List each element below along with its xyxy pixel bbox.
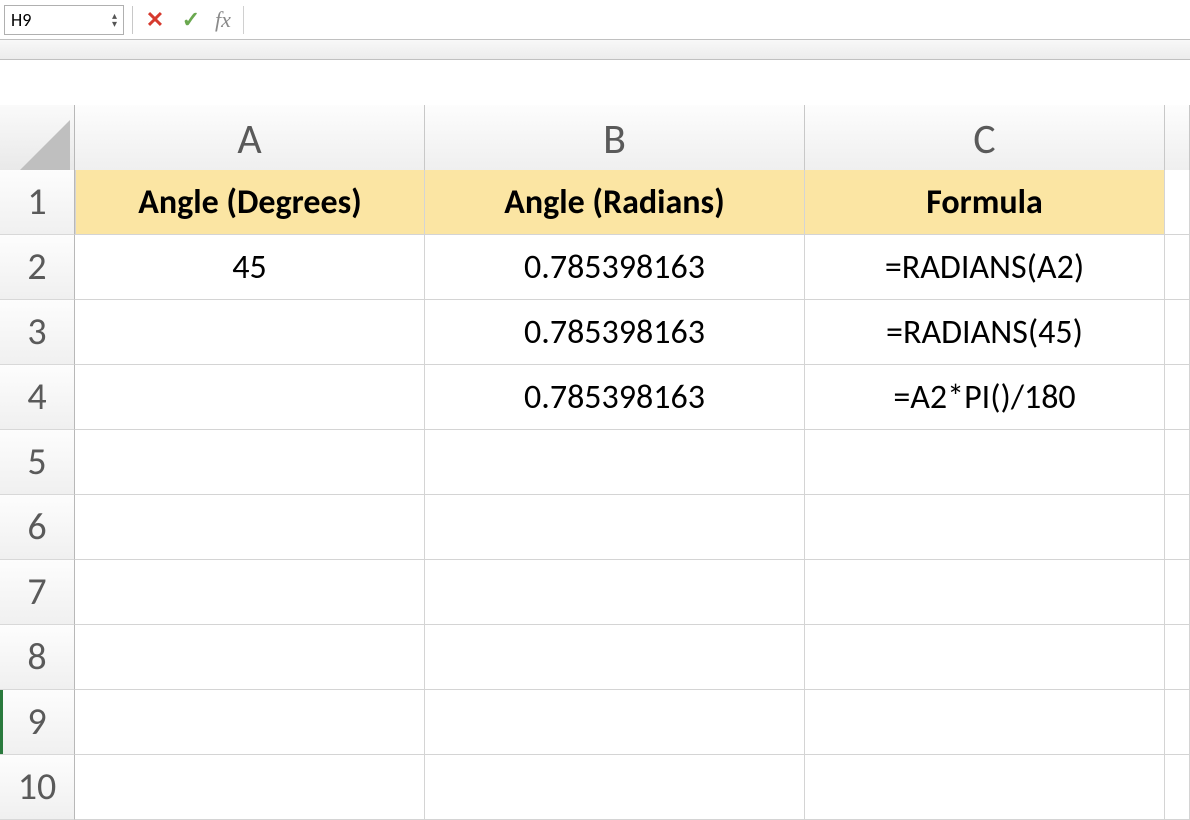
cell-B1[interactable]: Angle (Radians) bbox=[425, 170, 805, 235]
cell-C7[interactable] bbox=[805, 560, 1165, 625]
cell-D10[interactable] bbox=[1165, 755, 1190, 820]
cell-D7[interactable] bbox=[1165, 560, 1190, 625]
cell-A1[interactable]: Angle (Degrees) bbox=[75, 170, 425, 235]
cell-A7[interactable] bbox=[75, 560, 425, 625]
column-header-A[interactable]: A bbox=[75, 105, 425, 175]
row-header-6[interactable]: 6 bbox=[0, 495, 75, 560]
divider bbox=[132, 6, 133, 34]
name-box-value: H9 bbox=[11, 9, 31, 31]
row-header-4[interactable]: 4 bbox=[0, 365, 75, 430]
cell-D6[interactable] bbox=[1165, 495, 1190, 560]
cell-B8[interactable] bbox=[425, 625, 805, 690]
cell-A2[interactable]: 45 bbox=[75, 235, 425, 300]
cell-C1[interactable]: Formula bbox=[805, 170, 1165, 235]
name-box-stepper[interactable]: ▴ ▾ bbox=[112, 12, 117, 28]
cell-C3[interactable]: =RADIANS(45) bbox=[805, 300, 1165, 365]
cell-A6[interactable] bbox=[75, 495, 425, 560]
row-header-9[interactable]: 9 bbox=[0, 690, 75, 755]
cell-B10[interactable] bbox=[425, 755, 805, 820]
cell-A3[interactable] bbox=[75, 300, 425, 365]
formula-input[interactable] bbox=[243, 6, 1186, 34]
column-header-C[interactable]: C bbox=[805, 105, 1165, 175]
cell-B7[interactable] bbox=[425, 560, 805, 625]
cell-B9[interactable] bbox=[425, 690, 805, 755]
cell-B5[interactable] bbox=[425, 430, 805, 495]
cell-A9[interactable] bbox=[75, 690, 425, 755]
cell-D5[interactable] bbox=[1165, 430, 1190, 495]
cell-A8[interactable] bbox=[75, 625, 425, 690]
cell-B3[interactable]: 0.785398163 bbox=[425, 300, 805, 365]
cell-C4[interactable]: =A2*PI()/180 bbox=[805, 365, 1165, 430]
cell-A5[interactable] bbox=[75, 430, 425, 495]
cell-A4[interactable] bbox=[75, 365, 425, 430]
accept-icon[interactable]: ✓ bbox=[177, 6, 205, 34]
cell-D3[interactable] bbox=[1165, 300, 1190, 365]
cell-A10[interactable] bbox=[75, 755, 425, 820]
select-all-corner[interactable] bbox=[0, 105, 75, 175]
cell-D1[interactable] bbox=[1165, 170, 1190, 235]
row-header-8[interactable]: 8 bbox=[0, 625, 75, 690]
cell-D9[interactable] bbox=[1165, 690, 1190, 755]
cell-C8[interactable] bbox=[805, 625, 1165, 690]
cell-D2[interactable] bbox=[1165, 235, 1190, 300]
cell-C5[interactable] bbox=[805, 430, 1165, 495]
row-header-1[interactable]: 1 bbox=[0, 170, 75, 235]
row-header-10[interactable]: 10 bbox=[0, 755, 75, 820]
sheet-top-strip bbox=[0, 40, 1190, 60]
formula-bar: H9 ▴ ▾ ✕ ✓ fx bbox=[0, 0, 1190, 40]
cell-D8[interactable] bbox=[1165, 625, 1190, 690]
column-header-extra[interactable] bbox=[1165, 105, 1190, 175]
cell-C10[interactable] bbox=[805, 755, 1165, 820]
cancel-icon[interactable]: ✕ bbox=[141, 6, 169, 34]
row-header-7[interactable]: 7 bbox=[0, 560, 75, 625]
spreadsheet-grid: A B C 1 Angle (Degrees) Angle (Radians) … bbox=[0, 40, 1190, 820]
row-header-3[interactable]: 3 bbox=[0, 300, 75, 365]
stepper-down-icon[interactable]: ▾ bbox=[112, 20, 117, 28]
column-header-B[interactable]: B bbox=[425, 105, 805, 175]
row-header-5[interactable]: 5 bbox=[0, 430, 75, 495]
cell-B2[interactable]: 0.785398163 bbox=[425, 235, 805, 300]
row-header-2[interactable]: 2 bbox=[0, 235, 75, 300]
name-box[interactable]: H9 ▴ ▾ bbox=[4, 5, 124, 35]
fx-icon[interactable]: fx bbox=[215, 7, 231, 33]
cell-B4[interactable]: 0.785398163 bbox=[425, 365, 805, 430]
cell-C6[interactable] bbox=[805, 495, 1165, 560]
cell-C9[interactable] bbox=[805, 690, 1165, 755]
cell-D4[interactable] bbox=[1165, 365, 1190, 430]
cell-B6[interactable] bbox=[425, 495, 805, 560]
cell-C2[interactable]: =RADIANS(A2) bbox=[805, 235, 1165, 300]
